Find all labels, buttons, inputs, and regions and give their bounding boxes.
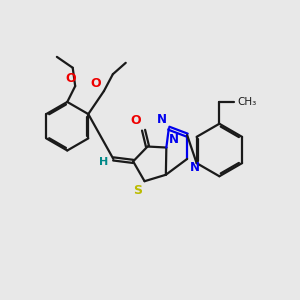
Text: H: H (99, 157, 108, 167)
Text: O: O (90, 77, 101, 90)
Text: O: O (66, 72, 76, 85)
Text: N: N (157, 113, 167, 126)
Text: S: S (134, 184, 142, 197)
Text: N: N (169, 133, 179, 146)
Text: N: N (190, 161, 200, 174)
Text: O: O (130, 114, 141, 127)
Text: CH₃: CH₃ (237, 97, 256, 107)
